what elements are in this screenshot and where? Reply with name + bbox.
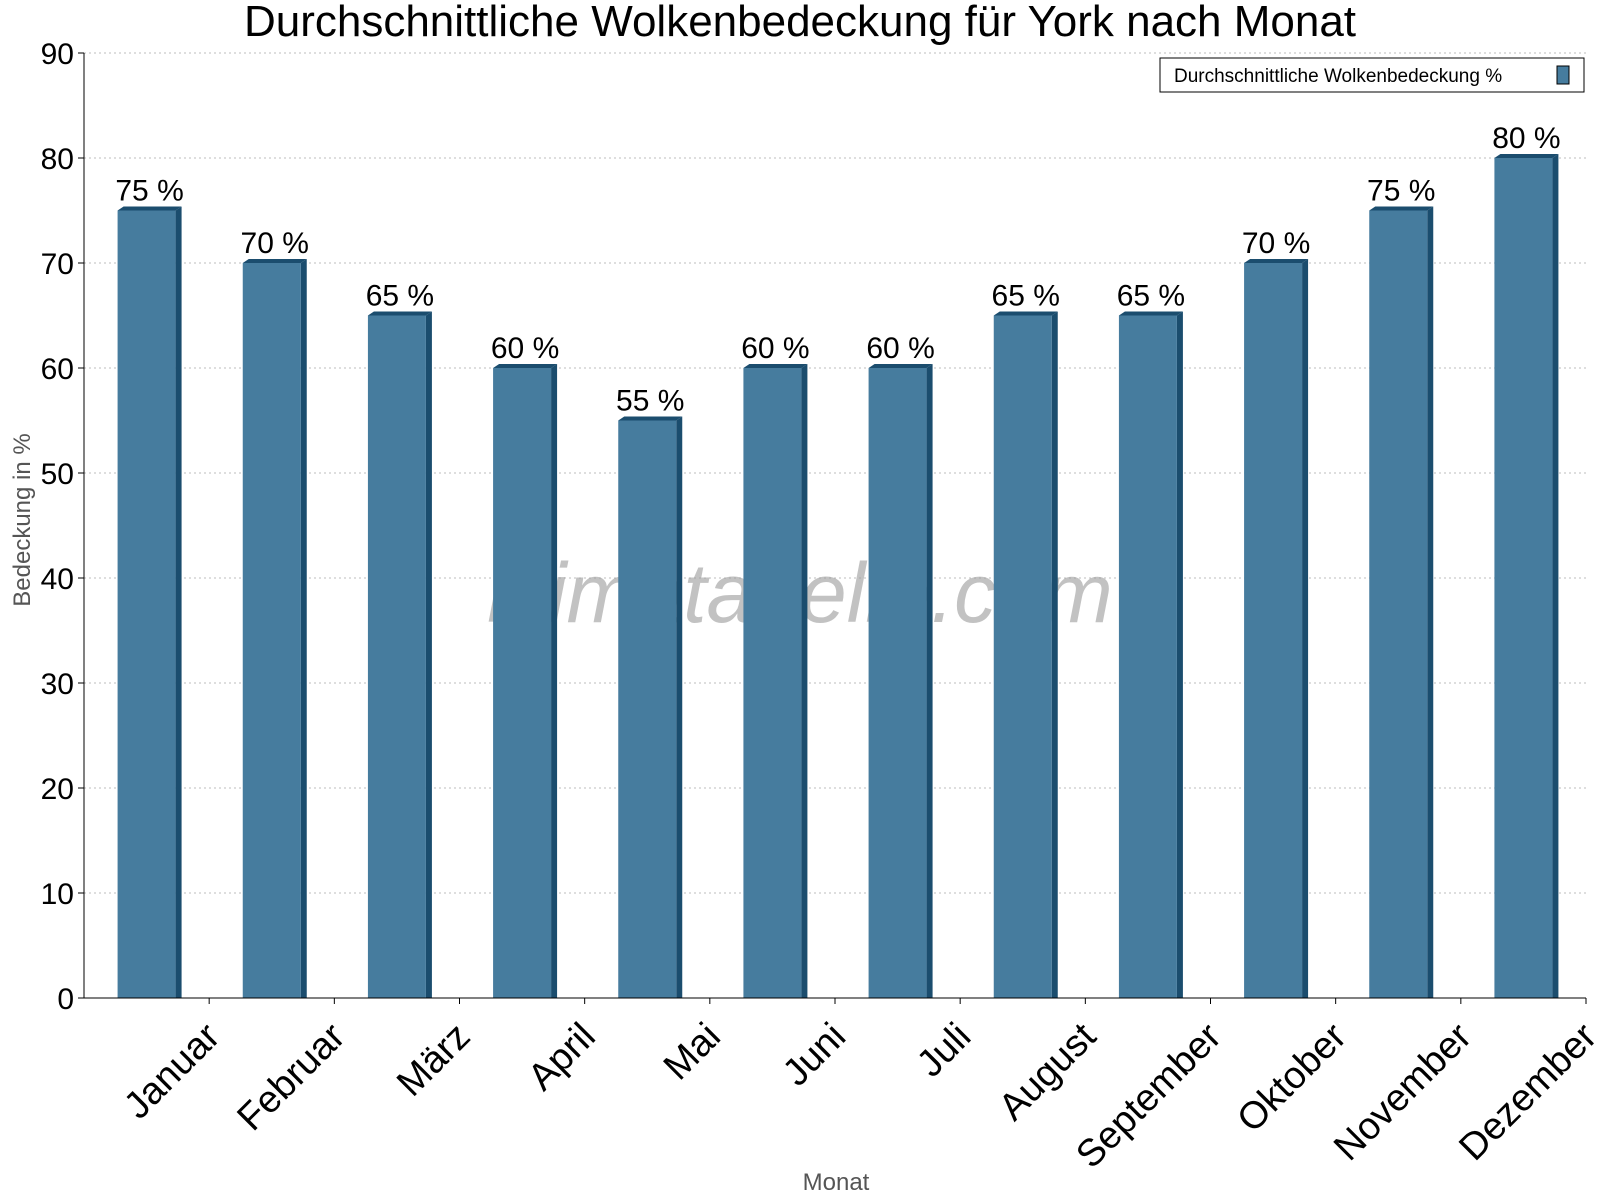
y-axis-title: Bedeckung in %	[9, 433, 36, 606]
data-label: 60 %	[491, 332, 559, 365]
bar	[1369, 210, 1428, 998]
bar-side	[425, 311, 432, 998]
y-tick-label: 0	[57, 983, 74, 1016]
bar-top	[618, 416, 683, 421]
x-tick-label: April	[520, 1015, 603, 1098]
x-tick-label: Februar	[230, 1015, 354, 1139]
bar-side	[1176, 311, 1183, 998]
x-axis-title: Monat	[803, 1169, 870, 1196]
bar	[868, 368, 927, 998]
data-label: 65 %	[1117, 280, 1185, 313]
bar-top	[242, 259, 307, 263]
bar-side	[926, 364, 933, 998]
y-tick-label: 10	[41, 878, 74, 911]
x-tick-label: Juli	[909, 1015, 979, 1085]
data-label: 65 %	[366, 280, 434, 313]
data-label: 70 %	[1242, 227, 1310, 260]
chart-title: Durchschnittliche Wolkenbedeckung für Yo…	[244, 0, 1356, 46]
bar-side	[1427, 206, 1434, 998]
y-tick-label: 90	[41, 38, 74, 71]
bar	[242, 263, 301, 998]
bar-top	[1244, 259, 1309, 263]
bar-side	[801, 364, 808, 998]
bar-side	[676, 416, 683, 998]
bar-side	[551, 364, 558, 998]
y-tick-label: 30	[41, 668, 74, 701]
bar-top	[1494, 154, 1559, 158]
x-tick-label: März	[389, 1015, 478, 1104]
data-label: 55 %	[616, 385, 684, 418]
bar	[1494, 158, 1553, 998]
bar-top	[367, 311, 432, 316]
bar-top	[993, 311, 1058, 316]
bar-top	[493, 364, 558, 368]
x-tick-label: Oktober	[1229, 1015, 1355, 1141]
bar-side	[175, 206, 182, 998]
bar	[743, 368, 802, 998]
data-label: 65 %	[992, 280, 1060, 313]
bar	[367, 315, 426, 998]
bar-top	[743, 364, 808, 368]
y-tick-label: 20	[41, 773, 74, 806]
legend-swatch	[1556, 65, 1570, 85]
y-tick-label: 80	[41, 143, 74, 176]
bar	[493, 368, 552, 998]
y-tick-label: 40	[41, 563, 74, 596]
y-tick-label: 70	[41, 248, 74, 281]
bar	[993, 315, 1052, 998]
x-tick-label: Juni	[775, 1015, 854, 1094]
bar-top	[117, 206, 182, 211]
x-tick-label: Mai	[656, 1015, 729, 1088]
bar	[618, 420, 677, 998]
bar-side	[1302, 259, 1309, 998]
x-tick-label: August	[991, 1015, 1105, 1129]
bar-side	[1552, 154, 1559, 998]
legend-box	[1159, 57, 1585, 93]
bar-side	[1051, 311, 1058, 998]
bar-top	[1369, 206, 1434, 211]
data-label: 60 %	[741, 332, 809, 365]
data-label: 75 %	[1367, 175, 1435, 208]
data-label: 70 %	[241, 227, 309, 260]
y-tick-label: 50	[41, 458, 74, 491]
bars	[117, 154, 1559, 998]
bar	[1244, 263, 1303, 998]
bar	[117, 210, 176, 998]
bar-top	[868, 364, 933, 368]
bar	[1118, 315, 1177, 998]
legend-label: Durchschnittliche Wolkenbedeckung %	[1174, 66, 1502, 87]
data-label: 75 %	[115, 175, 183, 208]
legend: Durchschnittliche Wolkenbedeckung %	[1159, 57, 1585, 93]
axes	[78, 52, 1587, 1004]
x-tick-label: Januar	[116, 1015, 228, 1127]
bar-side	[300, 259, 307, 998]
bar-top	[1118, 311, 1183, 316]
gridlines	[84, 52, 1586, 894]
data-label: 60 %	[866, 332, 934, 365]
x-tick-label: Dezember	[1451, 1015, 1600, 1169]
y-tick-label: 60	[41, 353, 74, 386]
data-label: 80 %	[1492, 122, 1560, 155]
